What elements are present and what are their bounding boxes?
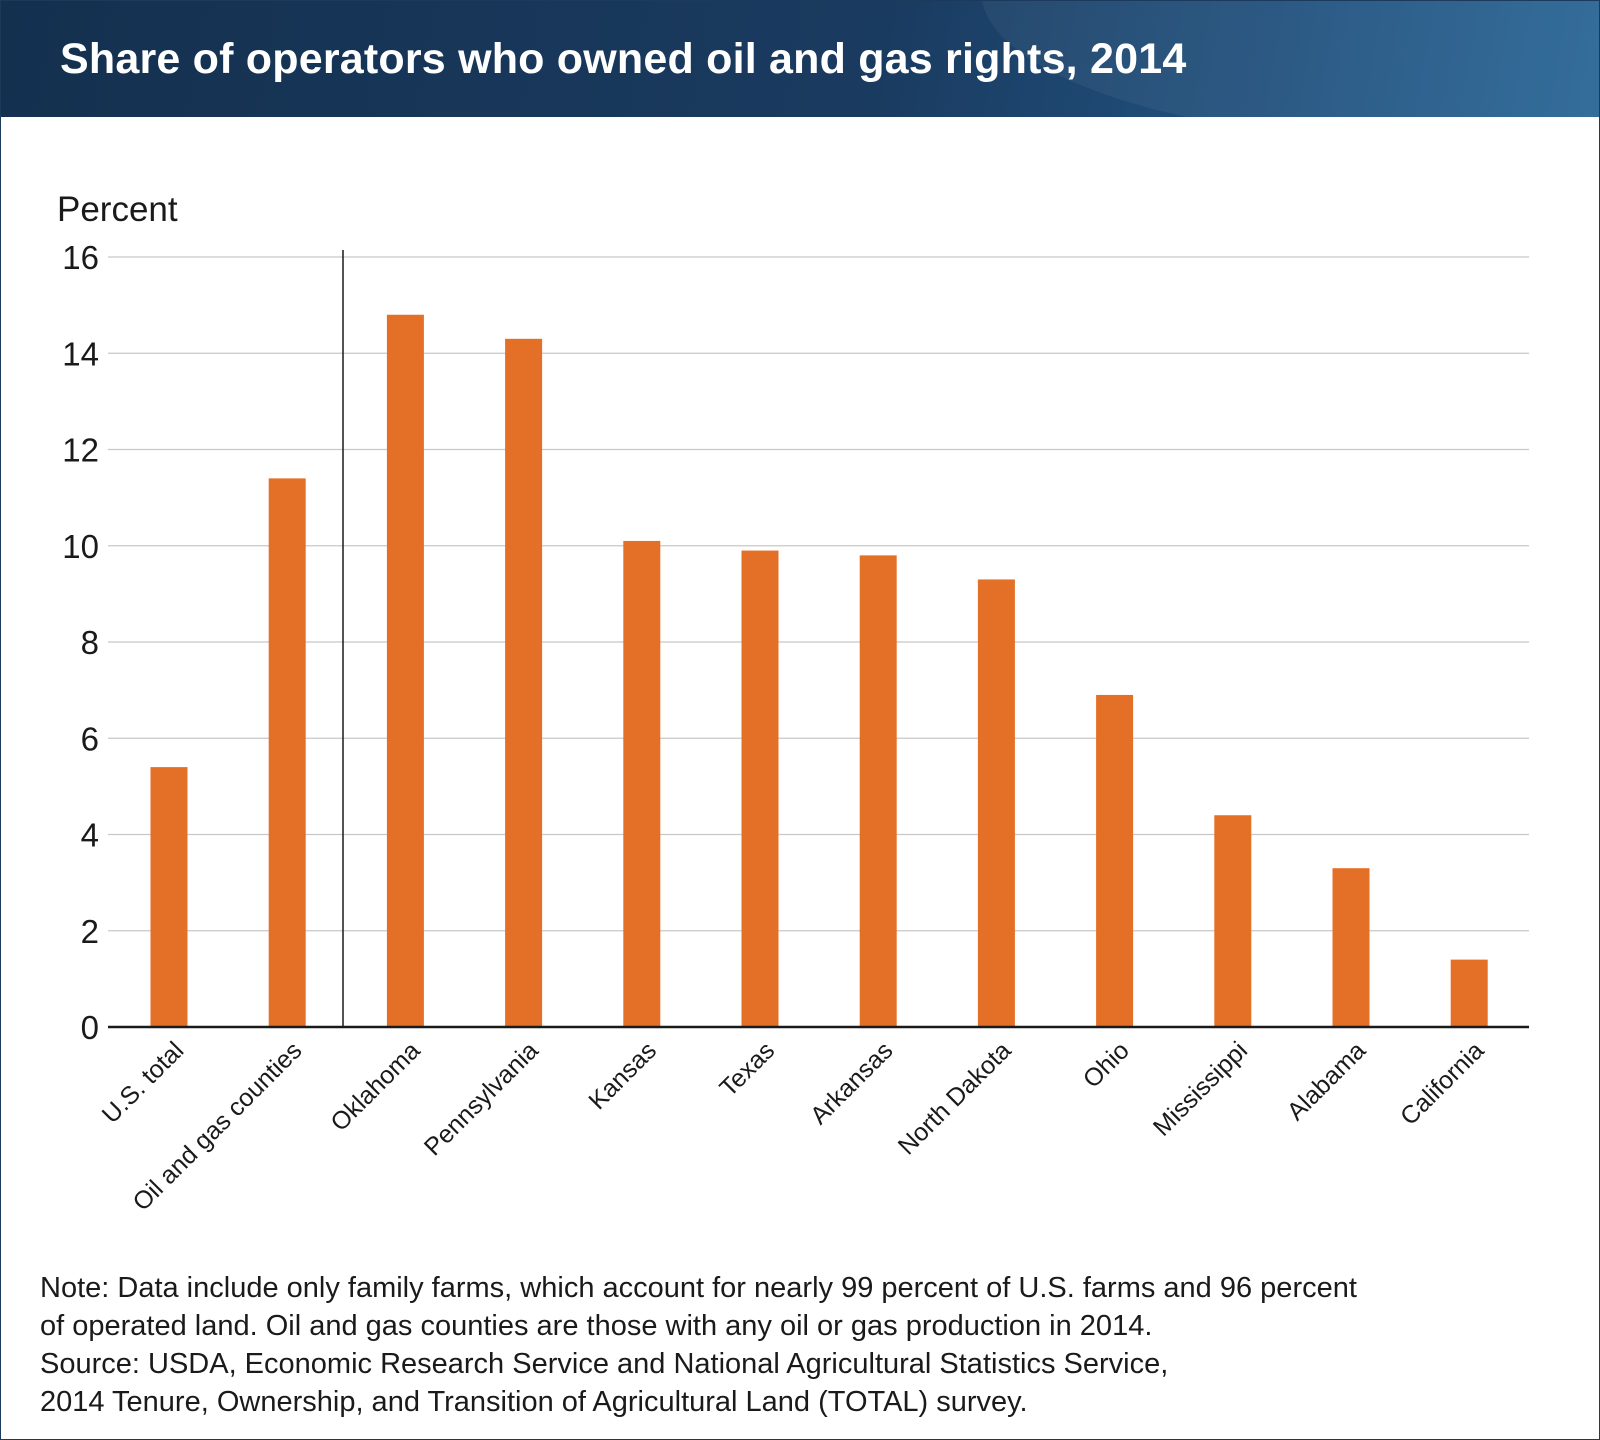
bar xyxy=(1450,959,1488,1027)
y-tick-label: 2 xyxy=(81,913,99,950)
note-line-2: of operated land. Oil and gas counties a… xyxy=(40,1310,1153,1342)
bar xyxy=(505,338,543,1027)
x-tick-label: Mississippi xyxy=(1148,1036,1253,1141)
chart-title: Share of operators who owned oil and gas… xyxy=(60,35,1187,83)
bar xyxy=(1214,815,1252,1027)
x-tick-label: Kansas xyxy=(583,1036,662,1115)
y-tick-label: 8 xyxy=(81,624,99,661)
source-line-2: 2014 Tenure, Ownership, and Transition o… xyxy=(40,1386,1028,1418)
notes-block: Note: Data include only family farms, wh… xyxy=(40,1269,1580,1421)
source-line-1: Source: USDA, Economic Research Service … xyxy=(40,1348,1169,1380)
y-tick-label: 14 xyxy=(62,335,99,372)
x-tick-label: North Dakota xyxy=(893,1036,1017,1160)
y-axis-label: Percent xyxy=(57,190,178,229)
y-tick-label: 4 xyxy=(81,817,99,854)
bar xyxy=(150,767,188,1027)
title-banner: Share of operators who owned oil and gas… xyxy=(1,1,1599,117)
y-tick-label: 10 xyxy=(62,528,99,565)
x-tick-label: Oklahoma xyxy=(325,1036,425,1136)
y-tick-label: 6 xyxy=(81,720,99,757)
x-tick-label: Alabama xyxy=(1282,1036,1372,1126)
note-line-1: Note: Data include only family farms, wh… xyxy=(40,1272,1357,1304)
bar xyxy=(741,550,779,1027)
bar xyxy=(386,314,424,1027)
x-tick-label: U.S. total xyxy=(97,1036,190,1129)
bar xyxy=(268,478,306,1027)
bar xyxy=(977,579,1015,1027)
y-tick-label: 16 xyxy=(62,239,99,276)
bar xyxy=(623,540,661,1027)
bar xyxy=(1332,868,1370,1027)
bar xyxy=(859,555,897,1027)
x-tick-label: Arkansas xyxy=(805,1036,898,1129)
x-tick-label: Pennsylvania xyxy=(419,1036,544,1161)
y-tick-label: 0 xyxy=(81,1009,99,1046)
x-tick-label: Texas xyxy=(714,1036,780,1102)
bar xyxy=(1096,694,1134,1027)
x-tick-label: Ohio xyxy=(1078,1036,1135,1093)
x-tick-label: California xyxy=(1395,1036,1490,1131)
y-tick-label: 12 xyxy=(62,432,99,469)
